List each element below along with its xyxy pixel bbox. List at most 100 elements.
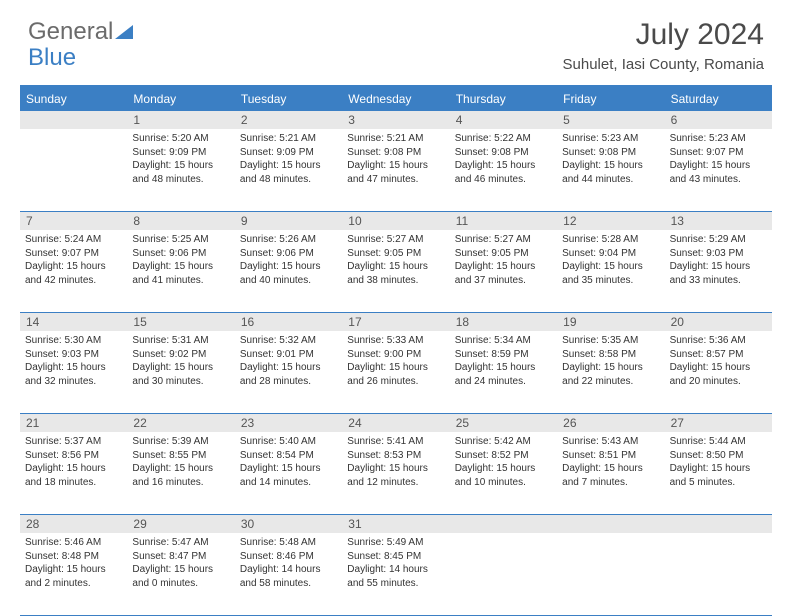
day-cell: Sunrise: 5:23 AMSunset: 9:08 PMDaylight:… <box>557 129 664 211</box>
weekday-header: Saturday <box>665 87 772 111</box>
day-cell <box>20 129 127 211</box>
day-cell: Sunrise: 5:34 AMSunset: 8:59 PMDaylight:… <box>450 331 557 413</box>
day-details: Sunrise: 5:22 AMSunset: 9:08 PMDaylight:… <box>455 132 552 186</box>
day-cell: Sunrise: 5:31 AMSunset: 9:02 PMDaylight:… <box>127 331 234 413</box>
day-cell: Sunrise: 5:21 AMSunset: 9:09 PMDaylight:… <box>235 129 342 211</box>
day-cell: Sunrise: 5:35 AMSunset: 8:58 PMDaylight:… <box>557 331 664 413</box>
day-cell: Sunrise: 5:36 AMSunset: 8:57 PMDaylight:… <box>665 331 772 413</box>
day-details: Sunrise: 5:40 AMSunset: 8:54 PMDaylight:… <box>240 435 337 489</box>
day-cell: Sunrise: 5:42 AMSunset: 8:52 PMDaylight:… <box>450 432 557 514</box>
day-number: 19 <box>557 313 664 331</box>
day-details: Sunrise: 5:28 AMSunset: 9:04 PMDaylight:… <box>562 233 659 287</box>
day-details: Sunrise: 5:29 AMSunset: 9:03 PMDaylight:… <box>670 233 767 287</box>
logo-text-1: General <box>28 18 113 46</box>
day-details: Sunrise: 5:43 AMSunset: 8:51 PMDaylight:… <box>562 435 659 489</box>
day-details: Sunrise: 5:30 AMSunset: 9:03 PMDaylight:… <box>25 334 122 388</box>
day-number: 29 <box>127 515 234 533</box>
day-cell: Sunrise: 5:30 AMSunset: 9:03 PMDaylight:… <box>20 331 127 413</box>
day-number <box>665 515 772 533</box>
day-number: 27 <box>665 414 772 432</box>
day-number-row: 123456 <box>20 111 772 129</box>
day-cell <box>665 533 772 615</box>
week-row: Sunrise: 5:20 AMSunset: 9:09 PMDaylight:… <box>20 129 772 212</box>
day-number-row: 28293031 <box>20 515 772 533</box>
day-details: Sunrise: 5:33 AMSunset: 9:00 PMDaylight:… <box>347 334 444 388</box>
day-cell: Sunrise: 5:40 AMSunset: 8:54 PMDaylight:… <box>235 432 342 514</box>
day-cell: Sunrise: 5:49 AMSunset: 8:45 PMDaylight:… <box>342 533 449 615</box>
month-title: July 2024 <box>563 18 765 52</box>
weekday-header: Wednesday <box>342 87 449 111</box>
day-cell: Sunrise: 5:21 AMSunset: 9:08 PMDaylight:… <box>342 129 449 211</box>
day-cell: Sunrise: 5:24 AMSunset: 9:07 PMDaylight:… <box>20 230 127 312</box>
day-number <box>20 111 127 129</box>
day-details: Sunrise: 5:49 AMSunset: 8:45 PMDaylight:… <box>347 536 444 590</box>
day-cell: Sunrise: 5:27 AMSunset: 9:05 PMDaylight:… <box>342 230 449 312</box>
day-number: 17 <box>342 313 449 331</box>
logo-text-2: Blue <box>28 44 76 72</box>
day-number: 22 <box>127 414 234 432</box>
day-number: 8 <box>127 212 234 230</box>
day-number: 7 <box>20 212 127 230</box>
weekday-header: Thursday <box>450 87 557 111</box>
weeks-container: 123456Sunrise: 5:20 AMSunset: 9:09 PMDay… <box>20 111 772 616</box>
day-details: Sunrise: 5:48 AMSunset: 8:46 PMDaylight:… <box>240 536 337 590</box>
day-cell: Sunrise: 5:46 AMSunset: 8:48 PMDaylight:… <box>20 533 127 615</box>
day-details: Sunrise: 5:23 AMSunset: 9:08 PMDaylight:… <box>562 132 659 186</box>
day-number: 15 <box>127 313 234 331</box>
day-number-row: 78910111213 <box>20 212 772 230</box>
weekday-header: Sunday <box>20 87 127 111</box>
day-number: 28 <box>20 515 127 533</box>
day-cell: Sunrise: 5:29 AMSunset: 9:03 PMDaylight:… <box>665 230 772 312</box>
day-cell: Sunrise: 5:28 AMSunset: 9:04 PMDaylight:… <box>557 230 664 312</box>
day-details: Sunrise: 5:24 AMSunset: 9:07 PMDaylight:… <box>25 233 122 287</box>
day-cell: Sunrise: 5:47 AMSunset: 8:47 PMDaylight:… <box>127 533 234 615</box>
day-details: Sunrise: 5:44 AMSunset: 8:50 PMDaylight:… <box>670 435 767 489</box>
day-details: Sunrise: 5:31 AMSunset: 9:02 PMDaylight:… <box>132 334 229 388</box>
day-details: Sunrise: 5:37 AMSunset: 8:56 PMDaylight:… <box>25 435 122 489</box>
day-cell <box>450 533 557 615</box>
day-number: 1 <box>127 111 234 129</box>
day-number: 11 <box>450 212 557 230</box>
day-details: Sunrise: 5:41 AMSunset: 8:53 PMDaylight:… <box>347 435 444 489</box>
day-number: 4 <box>450 111 557 129</box>
day-details: Sunrise: 5:39 AMSunset: 8:55 PMDaylight:… <box>132 435 229 489</box>
day-details: Sunrise: 5:27 AMSunset: 9:05 PMDaylight:… <box>455 233 552 287</box>
day-cell: Sunrise: 5:39 AMSunset: 8:55 PMDaylight:… <box>127 432 234 514</box>
day-number: 30 <box>235 515 342 533</box>
day-number-row: 14151617181920 <box>20 313 772 331</box>
day-number: 23 <box>235 414 342 432</box>
weekday-header: Monday <box>127 87 234 111</box>
weekday-header: Tuesday <box>235 87 342 111</box>
day-details: Sunrise: 5:25 AMSunset: 9:06 PMDaylight:… <box>132 233 229 287</box>
week-row: Sunrise: 5:24 AMSunset: 9:07 PMDaylight:… <box>20 230 772 313</box>
day-details: Sunrise: 5:27 AMSunset: 9:05 PMDaylight:… <box>347 233 444 287</box>
day-cell: Sunrise: 5:23 AMSunset: 9:07 PMDaylight:… <box>665 129 772 211</box>
day-number: 20 <box>665 313 772 331</box>
day-number: 31 <box>342 515 449 533</box>
day-number: 26 <box>557 414 664 432</box>
day-cell: Sunrise: 5:26 AMSunset: 9:06 PMDaylight:… <box>235 230 342 312</box>
logo-triangle-icon <box>115 23 133 39</box>
day-cell: Sunrise: 5:48 AMSunset: 8:46 PMDaylight:… <box>235 533 342 615</box>
day-number <box>557 515 664 533</box>
day-details: Sunrise: 5:32 AMSunset: 9:01 PMDaylight:… <box>240 334 337 388</box>
day-details: Sunrise: 5:23 AMSunset: 9:07 PMDaylight:… <box>670 132 767 186</box>
day-number: 12 <box>557 212 664 230</box>
day-cell: Sunrise: 5:44 AMSunset: 8:50 PMDaylight:… <box>665 432 772 514</box>
day-details: Sunrise: 5:35 AMSunset: 8:58 PMDaylight:… <box>562 334 659 388</box>
weekday-header: Friday <box>557 87 664 111</box>
day-number: 25 <box>450 414 557 432</box>
day-number: 10 <box>342 212 449 230</box>
day-number: 6 <box>665 111 772 129</box>
day-number: 2 <box>235 111 342 129</box>
day-number: 13 <box>665 212 772 230</box>
day-number-row: 21222324252627 <box>20 414 772 432</box>
day-cell: Sunrise: 5:25 AMSunset: 9:06 PMDaylight:… <box>127 230 234 312</box>
day-number: 18 <box>450 313 557 331</box>
week-row: Sunrise: 5:37 AMSunset: 8:56 PMDaylight:… <box>20 432 772 515</box>
calendar: Sunday Monday Tuesday Wednesday Thursday… <box>20 85 772 616</box>
day-details: Sunrise: 5:46 AMSunset: 8:48 PMDaylight:… <box>25 536 122 590</box>
day-details: Sunrise: 5:21 AMSunset: 9:09 PMDaylight:… <box>240 132 337 186</box>
day-cell: Sunrise: 5:22 AMSunset: 9:08 PMDaylight:… <box>450 129 557 211</box>
day-number: 5 <box>557 111 664 129</box>
